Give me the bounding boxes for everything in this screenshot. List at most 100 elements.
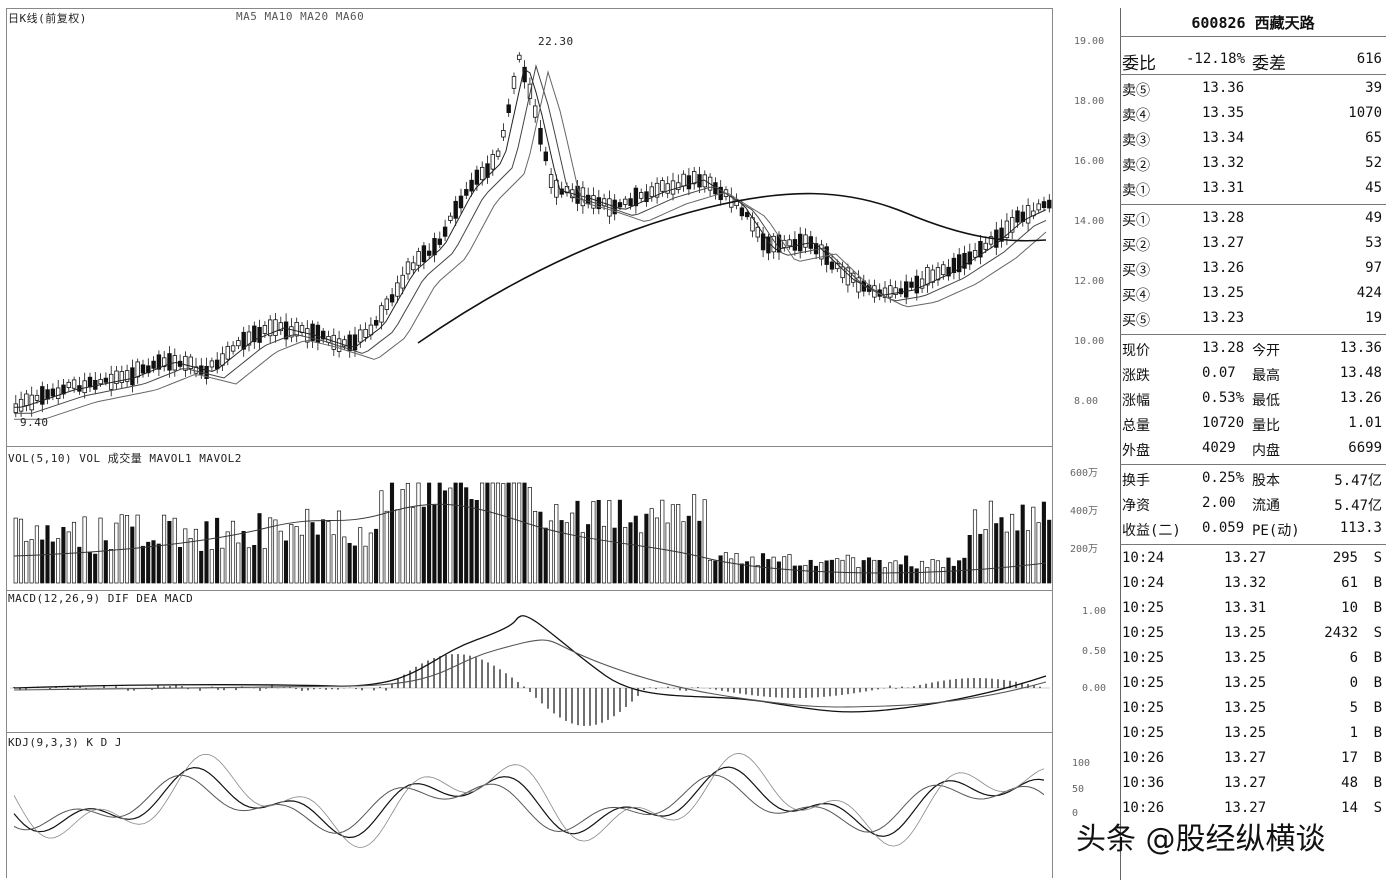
buy-row[interactable]: 买⑤ 13.23 19 [1120,306,1386,331]
volume-bar [167,521,172,584]
tick-price: 13.27 [1224,550,1267,566]
sell-row[interactable]: 卖③ 13.34 65 [1120,126,1386,151]
candle-body [220,353,225,366]
stat-value: 10720 [1202,415,1245,431]
volume-bar [294,526,299,584]
tick-row[interactable]: 10:25 13.25 2432 S [1120,621,1386,646]
candle-body [676,182,681,190]
stat-label: 现价 [1122,343,1150,359]
volume-bar [909,566,914,584]
stat-value: 0.059 [1202,520,1245,536]
stat-label: 净资 [1122,498,1150,514]
volume-bar [347,542,352,584]
buy-row[interactable]: 买④ 13.25 424 [1120,281,1386,306]
tick-row[interactable]: 10:26 13.27 17 B [1120,746,1386,771]
candle-body [888,285,893,298]
volume-bar [395,509,400,584]
candle-body [543,151,548,162]
tick-time: 10:26 [1122,750,1165,766]
candle-body [416,251,421,266]
candle-body [633,187,639,207]
tick-direction: B [1373,775,1382,791]
candle-body [305,328,310,343]
volume-bar [220,547,225,584]
stat-row: 现价 13.28 今开 13.36 [1120,336,1386,361]
volume-pane-label: VOL(5,10) VOL 成交量 MAVOL1 MAVOL2 [8,452,242,465]
kdj-k-line [13,766,1045,839]
volume-bar [474,500,479,584]
stat-label: 最高 [1252,368,1280,384]
chart-area[interactable]: 日K线(前复权) MA5 MA10 MA20 MA60 22.30 9.40 V… [6,8,1056,878]
tick-time: 10:24 [1122,575,1165,591]
order-price: 13.27 [1202,235,1245,251]
stat-value: 113.3 [1339,520,1382,536]
tick-row[interactable]: 10:25 13.25 5 B [1120,696,1386,721]
volume-bar [416,482,421,584]
stat-value: 0.53% [1202,390,1245,406]
volume-bar [241,530,246,584]
buy-row[interactable]: 买① 13.28 49 [1120,206,1386,231]
candle-body [124,370,130,382]
divider [1120,204,1386,205]
volume-bar [697,520,702,584]
candle-body [856,277,861,293]
order-level-label: 买③ [1122,263,1150,279]
volume-bar [517,482,522,584]
candle-body [1047,199,1052,209]
candle-body [692,171,697,185]
volume-bar [538,511,543,584]
volume-bar [400,489,405,584]
volume-bar [644,513,649,584]
buy-row[interactable]: 买③ 13.26 97 [1120,256,1386,281]
stock-title: 600826 西藏天路 [1120,12,1386,33]
volume-bar [798,565,803,584]
tick-row[interactable]: 10:36 13.27 48 B [1120,771,1386,796]
volume-bar [866,557,872,584]
ma-line [14,70,1047,420]
volume-bar [957,560,962,584]
sell-row[interactable]: 卖① 13.31 45 [1120,176,1386,201]
tick-row[interactable]: 10:25 13.25 1 B [1120,721,1386,746]
tick-direction: B [1373,750,1382,766]
stat-row: 外盘 4029 内盘 6699 [1120,436,1386,461]
tick-row[interactable]: 10:25 13.25 6 B [1120,646,1386,671]
tick-time: 10:26 [1122,800,1165,816]
candle-body [252,325,257,343]
tick-row[interactable]: 10:24 13.32 61 B [1120,571,1386,596]
volume-bar [835,558,840,584]
candle-body [373,320,379,326]
price-low-label: 9.40 [20,416,49,429]
tick-row[interactable]: 10:24 13.27 295 S [1120,546,1386,571]
chart-svg[interactable] [6,8,1056,878]
candle-body [745,212,750,218]
volume-bar [755,564,760,584]
tick-row[interactable]: 10:25 13.25 0 B [1120,671,1386,696]
tick-price: 13.32 [1224,575,1267,591]
candle-body [972,250,978,258]
tick-direction: S [1373,800,1382,816]
volume-bar [506,482,511,584]
volume-bar [1020,504,1025,584]
stat-label: 今开 [1252,343,1280,359]
order-price: 13.34 [1202,130,1245,146]
sell-row[interactable]: 卖④ 13.35 1070 [1120,101,1386,126]
weibi-label: 委比 [1122,54,1156,74]
order-volume: 39 [1365,80,1382,96]
buy-row[interactable]: 买② 13.27 53 [1120,231,1386,256]
volume-bar [983,529,988,584]
tick-row[interactable]: 10:25 13.31 10 B [1120,596,1386,621]
candle-body [517,54,522,60]
sell-row[interactable]: 卖⑤ 13.36 39 [1120,76,1386,101]
candle-body [527,83,533,99]
volume-bar [469,499,474,584]
candle-body [617,202,623,208]
tick-row[interactable]: 10:26 13.27 14 S [1120,796,1386,821]
candle-body [665,183,670,194]
macd-dea-line [13,639,1047,708]
candle-body [130,367,135,386]
volume-bar [315,534,320,584]
volume-bar [342,536,347,584]
sell-row[interactable]: 卖② 13.32 52 [1120,151,1386,176]
volume-bar [930,559,935,584]
candle-body [538,127,543,145]
